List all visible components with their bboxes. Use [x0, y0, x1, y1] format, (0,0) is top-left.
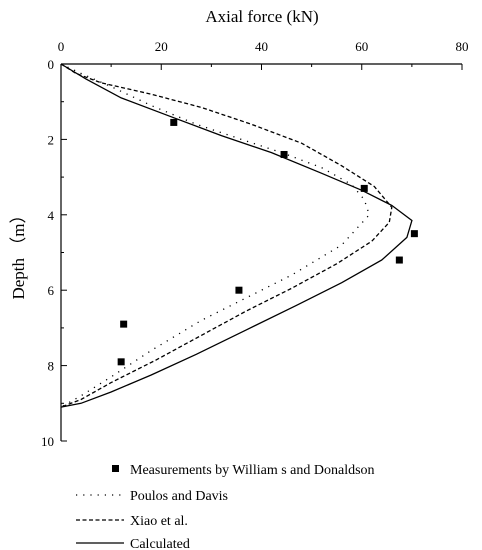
y-tick-label: 8	[48, 359, 55, 374]
measurement-point	[280, 150, 288, 158]
measurement-point	[410, 230, 418, 238]
series-line	[60, 63, 393, 408]
measurement-point	[170, 118, 178, 126]
x-tick-label: 0	[58, 39, 65, 54]
y-axis-label: Depth （m）	[9, 206, 28, 299]
legend-label: Measurements by William s and Donaldson	[130, 463, 375, 478]
measurement-point	[360, 184, 368, 192]
y-tick-label: 0	[48, 57, 55, 72]
x-axis-label: Axial force (kN)	[205, 7, 318, 26]
legend: Measurements by William s and Donaldson P…	[76, 463, 375, 550]
y-tick-label: 6	[48, 283, 55, 298]
plot-area	[60, 63, 418, 408]
axes	[60, 63, 462, 441]
legend-label: Calculated	[130, 537, 190, 550]
series-dotted	[60, 63, 371, 408]
series-solid	[60, 63, 413, 408]
legend-label: Poulos and Davis	[130, 489, 228, 504]
legend-label: Xiao et al.	[130, 514, 188, 529]
series-line	[60, 63, 371, 408]
y-tick-label: 10	[41, 434, 54, 449]
series-line	[60, 63, 413, 408]
x-tick-label: 20	[155, 39, 168, 54]
measurement-point	[120, 320, 128, 328]
measurement-point	[117, 358, 125, 366]
measurement-point	[235, 286, 243, 294]
series-square-markers	[117, 118, 418, 366]
x-tick-label: 60	[355, 39, 368, 54]
legend-symbol	[112, 465, 119, 472]
measurement-point	[395, 256, 403, 264]
x-ticks: 0 20 40 60 80	[58, 39, 469, 70]
x-tick-label: 80	[456, 39, 469, 54]
y-tick-label: 4	[48, 208, 55, 223]
series-dashed	[60, 63, 393, 408]
y-tick-label: 2	[48, 132, 55, 147]
x-tick-label: 40	[255, 39, 268, 54]
y-ticks: 0 2 4 6 8 10	[41, 57, 67, 449]
